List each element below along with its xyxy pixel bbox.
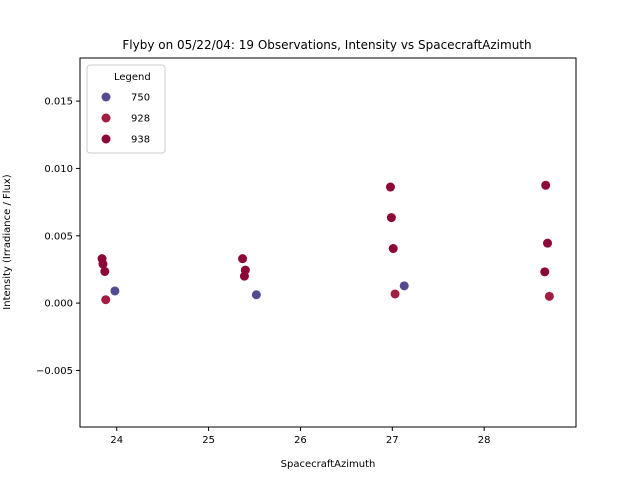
data-point (239, 271, 249, 281)
data-point (238, 254, 248, 264)
y-tick-label: 0.005 (44, 231, 73, 242)
y-tick-label: 0.015 (44, 97, 73, 108)
legend-frame (86, 64, 166, 154)
legend-marker (101, 92, 111, 102)
legend-entry-label: 928 (131, 114, 150, 125)
x-tick-label: 26 (294, 435, 307, 446)
y-axis: −0.005 0.000 0.005 0.010 0.015 (36, 97, 80, 377)
legend: Legend 750 928 938 (86, 64, 166, 154)
data-point (110, 286, 120, 296)
legend-entry-label: 750 (131, 93, 150, 104)
data-points (97, 180, 554, 305)
data-point (543, 238, 553, 248)
chart-title: Flyby on 05/22/04: 19 Observations, Inte… (122, 38, 531, 52)
data-point (251, 290, 261, 300)
data-point (100, 266, 110, 276)
data-point (544, 291, 554, 301)
data-point (101, 295, 111, 305)
x-tick-label: 27 (386, 435, 399, 446)
x-tick-label: 24 (110, 435, 123, 446)
data-point (399, 281, 409, 291)
legend-entry-label: 938 (131, 135, 150, 146)
legend-title: Legend (114, 72, 151, 83)
data-point (390, 289, 400, 299)
data-point (98, 259, 108, 269)
x-tick-label: 28 (478, 435, 491, 446)
x-axis-label: SpacecraftAzimuth (281, 459, 376, 470)
plot-frame (79, 57, 577, 428)
x-axis: 24 25 26 27 28 (110, 427, 491, 446)
data-point (385, 182, 395, 192)
data-point (540, 267, 550, 277)
data-point (388, 244, 398, 254)
y-tick-label: 0.000 (44, 299, 73, 310)
y-tick-label: −0.005 (36, 366, 73, 377)
data-point (386, 213, 396, 223)
y-axis-label: Intensity (Irradiance / Flux) (2, 174, 13, 309)
legend-marker (101, 113, 111, 123)
y-tick-label: 0.010 (44, 164, 73, 175)
data-point (541, 180, 551, 190)
legend-marker (101, 134, 111, 144)
x-tick-label: 25 (202, 435, 215, 446)
